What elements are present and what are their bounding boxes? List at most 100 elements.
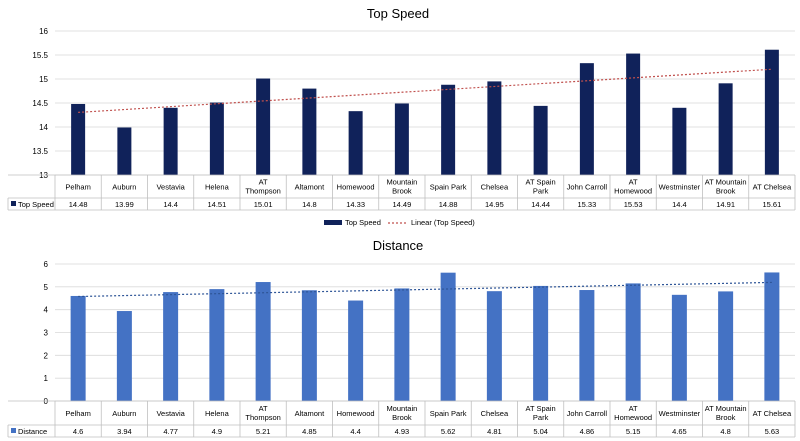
bar-homewood	[348, 111, 363, 175]
category-label: Pelham	[65, 409, 90, 418]
trendline	[78, 281, 772, 298]
category-label: Vestavia	[156, 409, 185, 418]
category-label: Thompson	[245, 187, 280, 196]
category-label: Park	[533, 187, 549, 196]
category-label: Chelsea	[481, 183, 509, 192]
category-label: Mountain	[386, 178, 417, 187]
bar-at-thompson	[256, 78, 271, 175]
bar-at-chelsea	[764, 272, 780, 401]
data-value: 4.9	[212, 427, 222, 436]
data-value: 14.44	[531, 200, 550, 209]
data-value: 15.61	[762, 200, 781, 209]
data-value: 14.51	[207, 200, 226, 209]
data-value: 4.4	[350, 427, 360, 436]
y-tick-label: 13.5	[32, 147, 48, 156]
data-value: 3.94	[117, 427, 132, 436]
bar-auburn	[116, 311, 132, 401]
data-value: 4.8	[720, 427, 730, 436]
bar-at-homewood	[625, 283, 641, 401]
category-label: AT	[259, 178, 268, 187]
y-tick-label: 14.5	[32, 99, 48, 108]
category-label: Westminster	[659, 409, 701, 418]
chart-title-distance: Distance	[373, 238, 424, 253]
category-label: Pelham	[65, 183, 90, 192]
y-tick-label: 4	[44, 306, 49, 315]
data-value: 5.63	[765, 427, 780, 436]
y-tick-label: 0	[44, 397, 49, 406]
data-value: 14.4	[163, 200, 178, 209]
bar-at-thompson	[255, 282, 271, 401]
data-value: 14.4	[672, 200, 687, 209]
bar-mountain-brook	[394, 288, 410, 401]
bar-john-carroll	[579, 63, 594, 175]
trendline	[78, 68, 772, 114]
bar-john-carroll	[579, 290, 595, 401]
category-label: John Carroll	[567, 183, 608, 192]
category-label: AT	[629, 404, 638, 413]
y-tick-label: 3	[44, 329, 49, 338]
bar-helena	[209, 102, 224, 175]
bar-at-homewood	[626, 53, 641, 176]
bar-spain-park	[441, 84, 456, 175]
bar-at-mountain-brook	[718, 291, 734, 401]
bar-spain-park	[440, 272, 456, 401]
category-label: AT Chelsea	[753, 409, 792, 418]
table-row-header: Distance	[18, 427, 47, 436]
legend-label-trend: Linear (Top Speed)	[411, 218, 475, 227]
data-value: 14.91	[716, 200, 735, 209]
bar-vestavia	[163, 292, 179, 401]
category-label: Brook	[716, 187, 736, 196]
data-value: 14.33	[346, 200, 365, 209]
y-tick-label: 14	[39, 123, 48, 132]
category-label: Brook	[392, 413, 412, 422]
data-value: 15.33	[577, 200, 596, 209]
data-value: 5.62	[441, 427, 456, 436]
data-value: 14.88	[439, 200, 458, 209]
category-label: Chelsea	[481, 409, 509, 418]
table-legend-key	[11, 201, 16, 206]
data-value: 15.53	[624, 200, 643, 209]
y-tick-label: 5	[44, 283, 49, 292]
data-value: 14.8	[302, 200, 317, 209]
category-label: Homewood	[614, 413, 652, 422]
data-value: 14.49	[392, 200, 411, 209]
bar-westminster	[671, 294, 687, 401]
category-label: Brook	[716, 413, 736, 422]
category-label: John Carroll	[567, 409, 608, 418]
data-value: 4.81	[487, 427, 502, 436]
bar-at-spain-park	[533, 285, 549, 401]
legend-key-series	[324, 220, 342, 225]
category-label: Homewood	[337, 409, 375, 418]
category-label: Vestavia	[156, 183, 185, 192]
category-label: Helena	[205, 409, 230, 418]
data-value: 13.99	[115, 200, 134, 209]
y-tick-label: 6	[44, 260, 49, 269]
data-value: 4.65	[672, 427, 687, 436]
data-value: 14.48	[69, 200, 88, 209]
data-value: 15.01	[254, 200, 273, 209]
bar-altamont	[301, 290, 317, 401]
table-row-header: Top Speed	[18, 200, 54, 209]
data-value: 5.21	[256, 427, 271, 436]
category-label: Homewood	[337, 183, 375, 192]
top-speed-chart: 13 13.5 14 14.5 15 15.5 16 Pelham Auburn Vestavia…	[7, 27, 796, 227]
data-value: 4.86	[580, 427, 595, 436]
legend-label-series: Top Speed	[345, 218, 381, 227]
category-label: Thompson	[245, 413, 280, 422]
category-label: Auburn	[112, 409, 136, 418]
bar-pelham	[71, 103, 86, 175]
category-label: AT Spain	[526, 404, 556, 413]
bar-at-mountain-brook	[718, 83, 733, 175]
bar-at-spain-park	[533, 105, 548, 175]
category-label: Westminster	[659, 183, 701, 192]
category-label: Mountain	[386, 404, 417, 413]
data-value: 4.85	[302, 427, 317, 436]
category-label: Homewood	[614, 187, 652, 196]
category-label: AT Spain	[526, 178, 556, 187]
data-value: 14.95	[485, 200, 504, 209]
category-label: Spain Park	[430, 409, 467, 418]
category-label: AT	[629, 178, 638, 187]
y-tick-label: 13	[39, 171, 48, 180]
